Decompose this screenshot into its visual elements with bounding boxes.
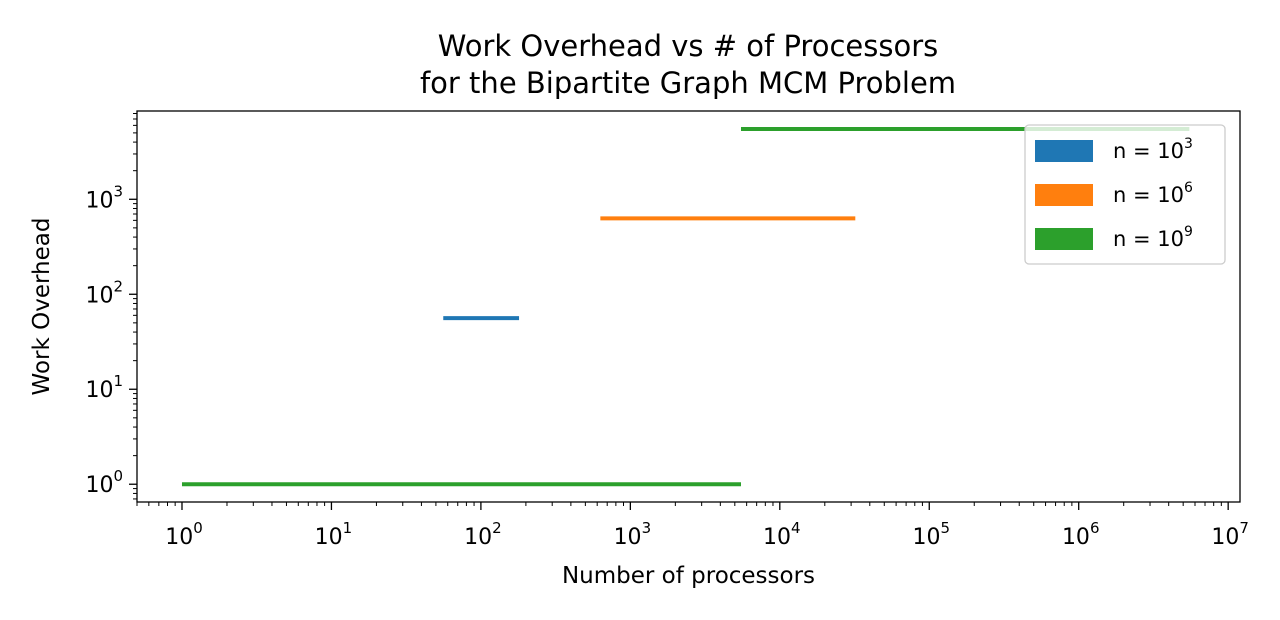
x-tick-label: 107 <box>1211 519 1249 550</box>
x-tick-label: 103 <box>614 519 652 550</box>
legend-swatch-2 <box>1035 228 1093 250</box>
legend-swatch-1 <box>1035 184 1093 206</box>
x-tick-label: 100 <box>165 519 203 550</box>
x-tick-label: 102 <box>464 519 502 550</box>
x-tick-label: 101 <box>315 519 353 550</box>
y-tick-label: 102 <box>85 277 123 308</box>
legend-swatch-0 <box>1035 140 1093 162</box>
x-tick-label: 104 <box>763 519 801 550</box>
x-tick-label: 106 <box>1062 519 1100 550</box>
legend-label-2: n = 109 <box>1113 224 1193 251</box>
chart-title-line-2: for the Bipartite Graph MCM Problem <box>420 66 956 100</box>
y-tick-label: 103 <box>85 182 123 213</box>
legend-label-0: n = 103 <box>1113 136 1193 163</box>
x-tick-label: 105 <box>912 519 950 550</box>
y-tick-label: 100 <box>85 467 123 498</box>
x-axis-label: Number of processors <box>562 563 815 589</box>
legend: n = 103 n = 106 n = 109 <box>1024 124 1226 265</box>
plot-frame <box>136 110 1241 503</box>
chart-title-line-1: Work Overhead vs # of Processors <box>438 29 938 63</box>
legend-label-1: n = 106 <box>1113 180 1193 207</box>
y-tick-label: 101 <box>85 372 123 403</box>
y-axis-label: Work Overhead <box>29 218 55 396</box>
